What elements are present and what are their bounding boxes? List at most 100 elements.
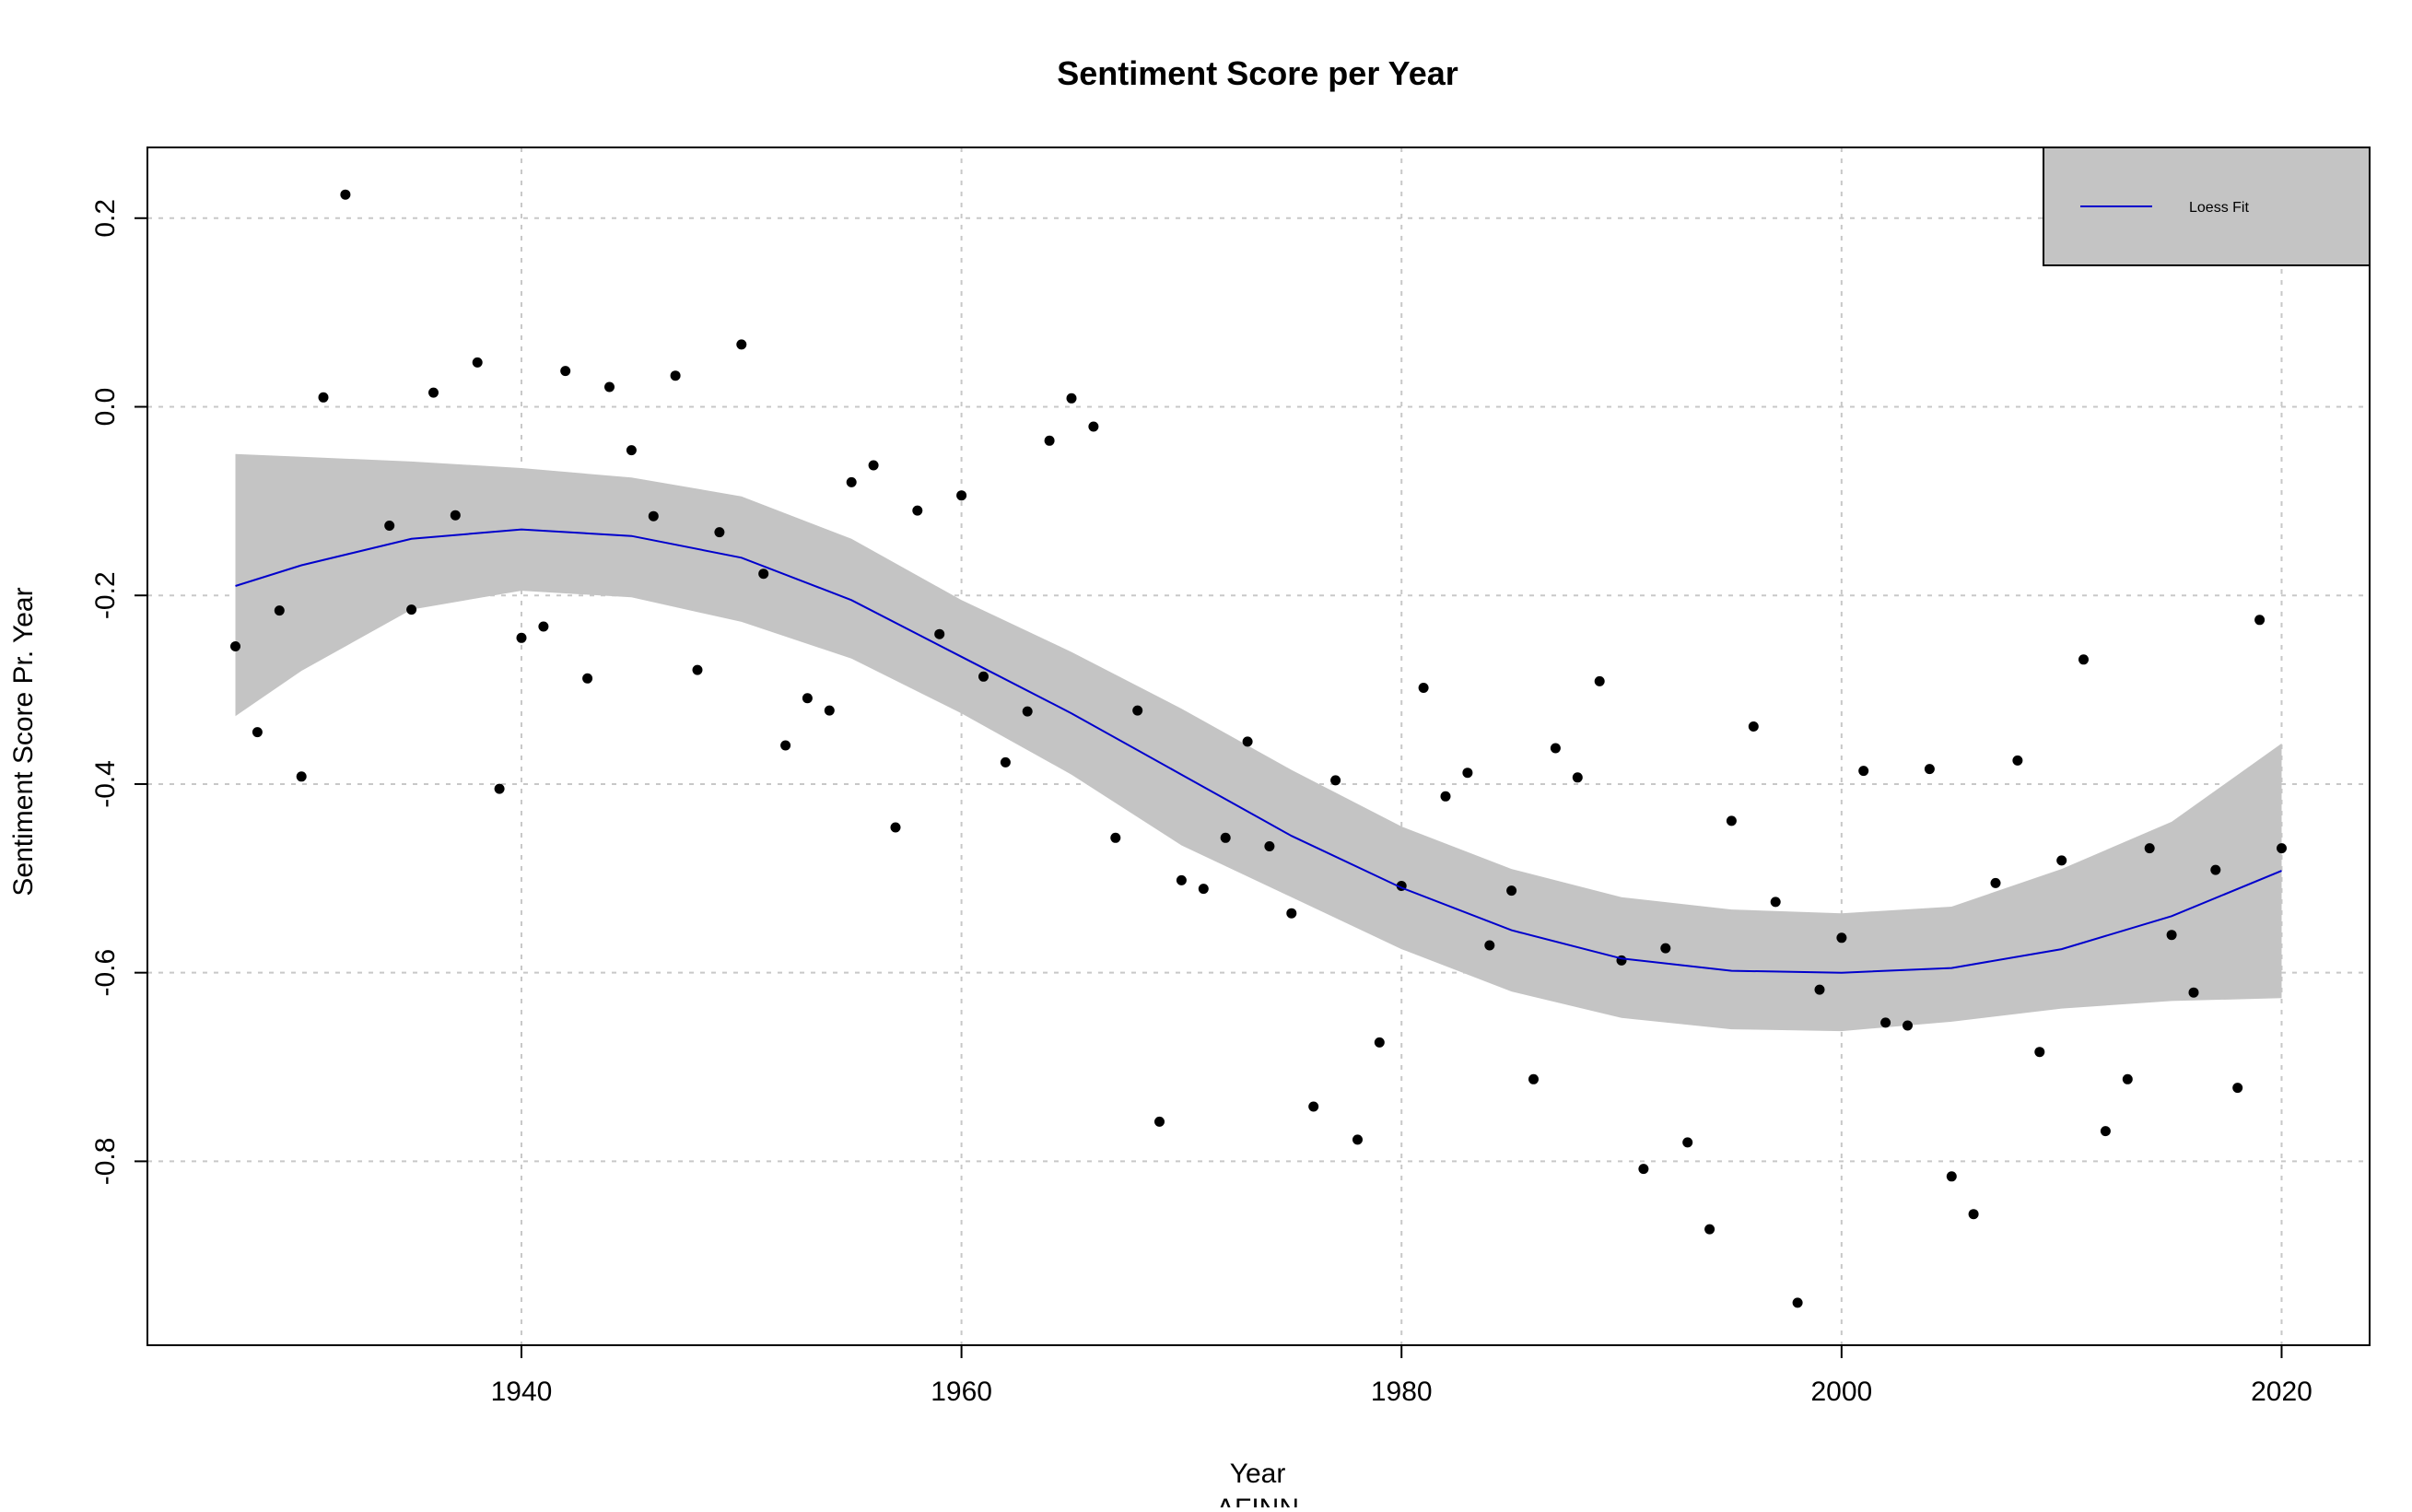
data-point bbox=[494, 783, 505, 794]
data-point bbox=[1176, 874, 1187, 885]
data-point bbox=[758, 568, 769, 580]
data-point bbox=[956, 490, 967, 501]
data-point bbox=[1660, 943, 1671, 954]
y-tick-label: -0.8 bbox=[90, 1138, 121, 1186]
data-point bbox=[1022, 706, 1033, 717]
data-point bbox=[1462, 768, 1473, 779]
plot-frame bbox=[146, 147, 2371, 1346]
data-point bbox=[1110, 832, 1121, 843]
axes-layer: 1940 1960 1980 2000 2020 -0.8 -0.6 -0.4 -0.2 0.0 0… bbox=[90, 199, 2312, 1407]
data-point bbox=[1440, 791, 1451, 802]
data-point bbox=[1814, 984, 1825, 995]
data-point bbox=[582, 673, 593, 684]
data-point bbox=[538, 621, 549, 632]
data-point bbox=[736, 339, 747, 350]
data-point bbox=[1858, 766, 1869, 777]
y-tick-label: -0.4 bbox=[90, 760, 121, 808]
data-point bbox=[1990, 877, 2001, 888]
data-point bbox=[1154, 1116, 1165, 1127]
legend-label: Loess Fit bbox=[2189, 200, 2249, 216]
data-point bbox=[1836, 932, 1847, 944]
data-point bbox=[802, 693, 813, 704]
data-point bbox=[2100, 1126, 2111, 1137]
data-point bbox=[934, 628, 945, 639]
x-tick-label: 1960 bbox=[931, 1377, 992, 1407]
data-point bbox=[1198, 884, 1209, 895]
y-tick-label: -0.2 bbox=[90, 571, 121, 619]
data-point bbox=[1418, 683, 1429, 693]
data-point bbox=[2012, 755, 2023, 766]
data-point bbox=[670, 370, 681, 381]
data-point bbox=[2188, 987, 2199, 998]
data-point bbox=[1903, 1020, 1913, 1031]
data-point bbox=[1506, 885, 1517, 897]
data-point bbox=[1770, 897, 1781, 908]
confidence-band bbox=[235, 453, 2282, 1032]
y-tick-label: 0.0 bbox=[90, 388, 121, 427]
data-point bbox=[978, 671, 989, 682]
data-point bbox=[1484, 940, 1495, 951]
data-point bbox=[1726, 815, 1737, 826]
data-point bbox=[384, 521, 395, 531]
data-point bbox=[1220, 832, 1231, 843]
x-tick-label: 1980 bbox=[1371, 1377, 1433, 1407]
y-axis-label: Sentiment Score Pr. Year bbox=[8, 587, 39, 896]
data-point bbox=[1946, 1171, 1957, 1182]
data-point bbox=[252, 727, 263, 738]
confidence-band-layer bbox=[235, 453, 2282, 1032]
data-point bbox=[846, 476, 857, 487]
data-point bbox=[824, 705, 835, 716]
y-tick-label: 0.2 bbox=[90, 199, 121, 238]
data-point bbox=[428, 387, 439, 398]
loess-fit-line bbox=[235, 528, 2282, 974]
data-point bbox=[1572, 772, 1583, 783]
data-point bbox=[912, 505, 923, 516]
data-point bbox=[1264, 841, 1275, 851]
data-point bbox=[604, 381, 615, 393]
data-point bbox=[1352, 1134, 1363, 1145]
data-point bbox=[340, 189, 351, 200]
data-point bbox=[450, 510, 461, 521]
x-tick-label: 2020 bbox=[2251, 1377, 2312, 1407]
data-point bbox=[1528, 1073, 1539, 1084]
data-point bbox=[1792, 1297, 1803, 1308]
data-point bbox=[1088, 421, 1099, 432]
legend: Loess Fit bbox=[2043, 147, 2371, 266]
data-point bbox=[2210, 864, 2221, 875]
data-point bbox=[692, 664, 703, 675]
data-point bbox=[1308, 1101, 1319, 1112]
data-point bbox=[560, 366, 571, 377]
data-point bbox=[1066, 393, 1077, 404]
data-point bbox=[472, 357, 483, 368]
data-point bbox=[1682, 1137, 1693, 1148]
data-point bbox=[868, 460, 879, 471]
data-point bbox=[648, 510, 659, 522]
data-point bbox=[626, 445, 637, 456]
data-point bbox=[1924, 764, 1935, 775]
data-point bbox=[890, 822, 901, 833]
data-point bbox=[1550, 743, 1561, 754]
y-tick-label: -0.6 bbox=[90, 949, 121, 997]
data-point bbox=[1132, 705, 1143, 716]
data-point bbox=[1638, 1164, 1649, 1175]
x-tick-label: 2000 bbox=[1810, 1377, 1872, 1407]
data-point bbox=[318, 392, 329, 403]
data-point bbox=[1286, 908, 1297, 919]
data-point bbox=[296, 771, 307, 782]
data-point bbox=[2144, 843, 2155, 854]
data-point bbox=[274, 605, 285, 616]
data-point bbox=[516, 632, 527, 643]
data-point bbox=[406, 604, 417, 615]
data-point bbox=[1704, 1224, 1715, 1235]
grid-layer bbox=[147, 147, 2370, 1345]
x-axis-label: Year bbox=[1230, 1459, 1286, 1489]
data-point bbox=[780, 740, 791, 751]
data-point bbox=[2277, 843, 2287, 854]
data-point bbox=[2056, 855, 2067, 866]
data-point bbox=[2078, 654, 2089, 665]
data-point bbox=[2122, 1073, 2133, 1084]
data-point bbox=[1748, 721, 1759, 732]
data-point bbox=[2166, 930, 2177, 941]
